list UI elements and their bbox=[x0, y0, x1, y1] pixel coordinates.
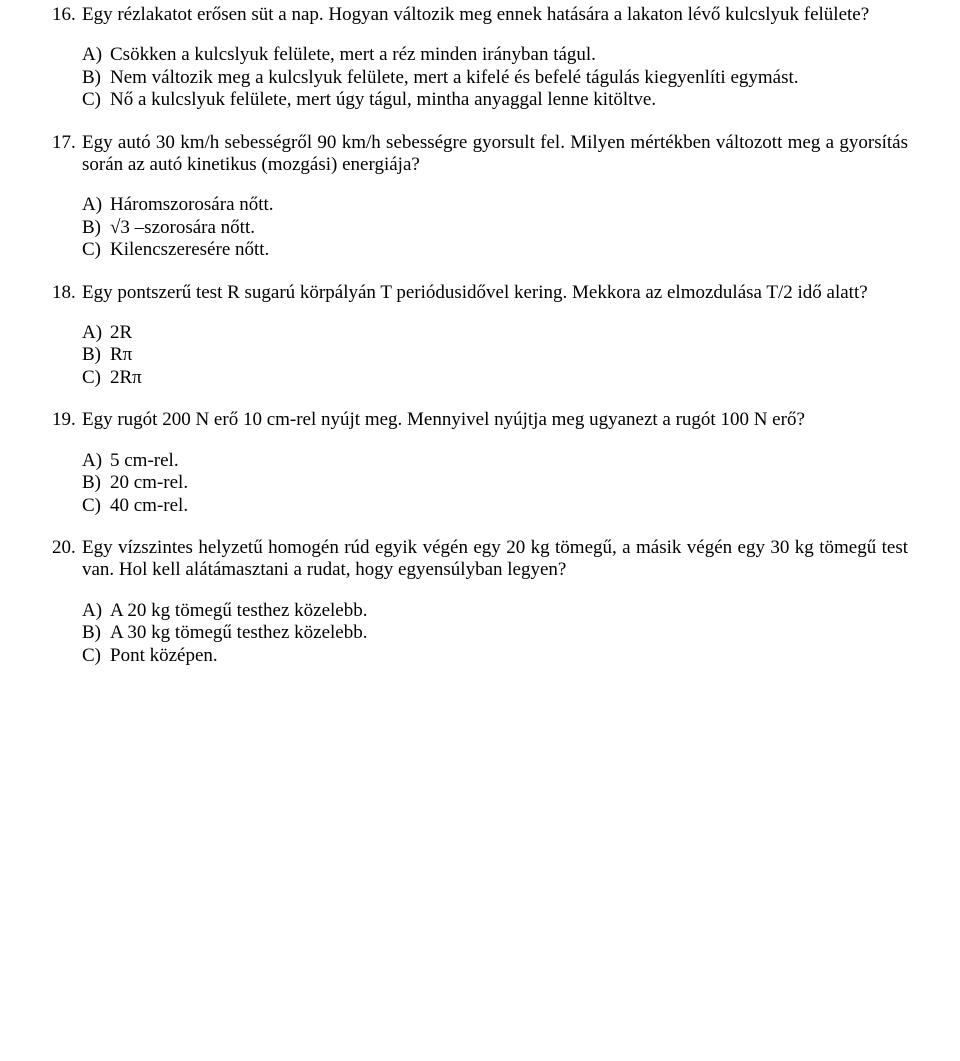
option-label: A) bbox=[82, 322, 110, 344]
question-row: 16. Egy rézlakatot erősen süt a nap. Hog… bbox=[52, 4, 908, 26]
option-a: A) 2R bbox=[82, 322, 908, 344]
option-label: C) bbox=[82, 645, 110, 667]
option-label: A) bbox=[82, 450, 110, 472]
option-a: A) A 20 kg tömegű testhez közelebb. bbox=[82, 600, 908, 622]
options-list: A) Háromszorosára nőtt. B) √3 –szorosára… bbox=[52, 194, 908, 261]
option-b: B) √3 –szorosára nőtt. bbox=[82, 217, 908, 239]
option-a: A) 5 cm-rel. bbox=[82, 450, 908, 472]
option-text: A 20 kg tömegű testhez közelebb. bbox=[110, 600, 908, 622]
option-label: C) bbox=[82, 367, 110, 389]
question-18: 18. Egy pontszerű test R sugarú körpályá… bbox=[52, 282, 908, 390]
option-text: A 30 kg tömegű testhez közelebb. bbox=[110, 622, 908, 644]
options-list: A) A 20 kg tömegű testhez közelebb. B) A… bbox=[52, 600, 908, 667]
option-text: √3 –szorosára nőtt. bbox=[110, 217, 908, 239]
option-text: Háromszorosára nőtt. bbox=[110, 194, 908, 216]
question-text: Egy vízszintes helyzetű homogén rúd egyi… bbox=[82, 537, 908, 582]
question-number: 20. bbox=[52, 537, 82, 582]
option-b: B) A 30 kg tömegű testhez közelebb. bbox=[82, 622, 908, 644]
option-label: C) bbox=[82, 239, 110, 261]
question-row: 19. Egy rugót 200 N erő 10 cm-rel nyújt … bbox=[52, 409, 908, 431]
question-number: 17. bbox=[52, 132, 82, 177]
question-17: 17. Egy autó 30 km/h sebességről 90 km/h… bbox=[52, 132, 908, 262]
option-text: Nem változik meg a kulcslyuk felülete, m… bbox=[110, 67, 908, 89]
option-b: B) Nem változik meg a kulcslyuk felülete… bbox=[82, 67, 908, 89]
option-label: A) bbox=[82, 600, 110, 622]
option-text: 2Rπ bbox=[110, 367, 908, 389]
question-text: Egy autó 30 km/h sebességről 90 km/h seb… bbox=[82, 132, 908, 177]
question-text: Egy rugót 200 N erő 10 cm-rel nyújt meg.… bbox=[82, 409, 908, 431]
option-label: B) bbox=[82, 217, 110, 239]
option-a: A) Csökken a kulcslyuk felülete, mert a … bbox=[82, 44, 908, 66]
option-label: B) bbox=[82, 344, 110, 366]
option-label: C) bbox=[82, 495, 110, 517]
option-text: 5 cm-rel. bbox=[110, 450, 908, 472]
option-label: A) bbox=[82, 44, 110, 66]
option-c: C) 2Rπ bbox=[82, 367, 908, 389]
exam-page: 16. Egy rézlakatot erősen süt a nap. Hog… bbox=[0, 0, 960, 1061]
option-label: B) bbox=[82, 472, 110, 494]
option-c: C) Nő a kulcslyuk felülete, mert úgy tág… bbox=[82, 89, 908, 111]
option-label: B) bbox=[82, 67, 110, 89]
option-b: B) 20 cm-rel. bbox=[82, 472, 908, 494]
option-c: C) Kilencszeresére nőtt. bbox=[82, 239, 908, 261]
question-row: 17. Egy autó 30 km/h sebességről 90 km/h… bbox=[52, 132, 908, 177]
option-text: Nő a kulcslyuk felülete, mert úgy tágul,… bbox=[110, 89, 908, 111]
option-c: C) Pont középen. bbox=[82, 645, 908, 667]
question-row: 20. Egy vízszintes helyzetű homogén rúd … bbox=[52, 537, 908, 582]
option-c: C) 40 cm-rel. bbox=[82, 495, 908, 517]
question-number: 18. bbox=[52, 282, 82, 304]
option-text: Csökken a kulcslyuk felülete, mert a réz… bbox=[110, 44, 908, 66]
option-text: 2R bbox=[110, 322, 908, 344]
option-text: 20 cm-rel. bbox=[110, 472, 908, 494]
question-number: 19. bbox=[52, 409, 82, 431]
question-20: 20. Egy vízszintes helyzetű homogén rúd … bbox=[52, 537, 908, 667]
option-text: Rπ bbox=[110, 344, 908, 366]
option-text: 40 cm-rel. bbox=[110, 495, 908, 517]
option-label: B) bbox=[82, 622, 110, 644]
option-a: A) Háromszorosára nőtt. bbox=[82, 194, 908, 216]
question-19: 19. Egy rugót 200 N erő 10 cm-rel nyújt … bbox=[52, 409, 908, 517]
option-text: Kilencszeresére nőtt. bbox=[110, 239, 908, 261]
question-text: Egy rézlakatot erősen süt a nap. Hogyan … bbox=[82, 4, 908, 26]
options-list: A) 2R B) Rπ C) 2Rπ bbox=[52, 322, 908, 389]
question-row: 18. Egy pontszerű test R sugarú körpályá… bbox=[52, 282, 908, 304]
question-text: Egy pontszerű test R sugarú körpályán T … bbox=[82, 282, 908, 304]
question-number: 16. bbox=[52, 4, 82, 26]
option-label: A) bbox=[82, 194, 110, 216]
option-text: Pont középen. bbox=[110, 645, 908, 667]
options-list: A) 5 cm-rel. B) 20 cm-rel. C) 40 cm-rel. bbox=[52, 450, 908, 517]
options-list: A) Csökken a kulcslyuk felülete, mert a … bbox=[52, 44, 908, 111]
option-label: C) bbox=[82, 89, 110, 111]
question-16: 16. Egy rézlakatot erősen süt a nap. Hog… bbox=[52, 4, 908, 112]
option-b: B) Rπ bbox=[82, 344, 908, 366]
